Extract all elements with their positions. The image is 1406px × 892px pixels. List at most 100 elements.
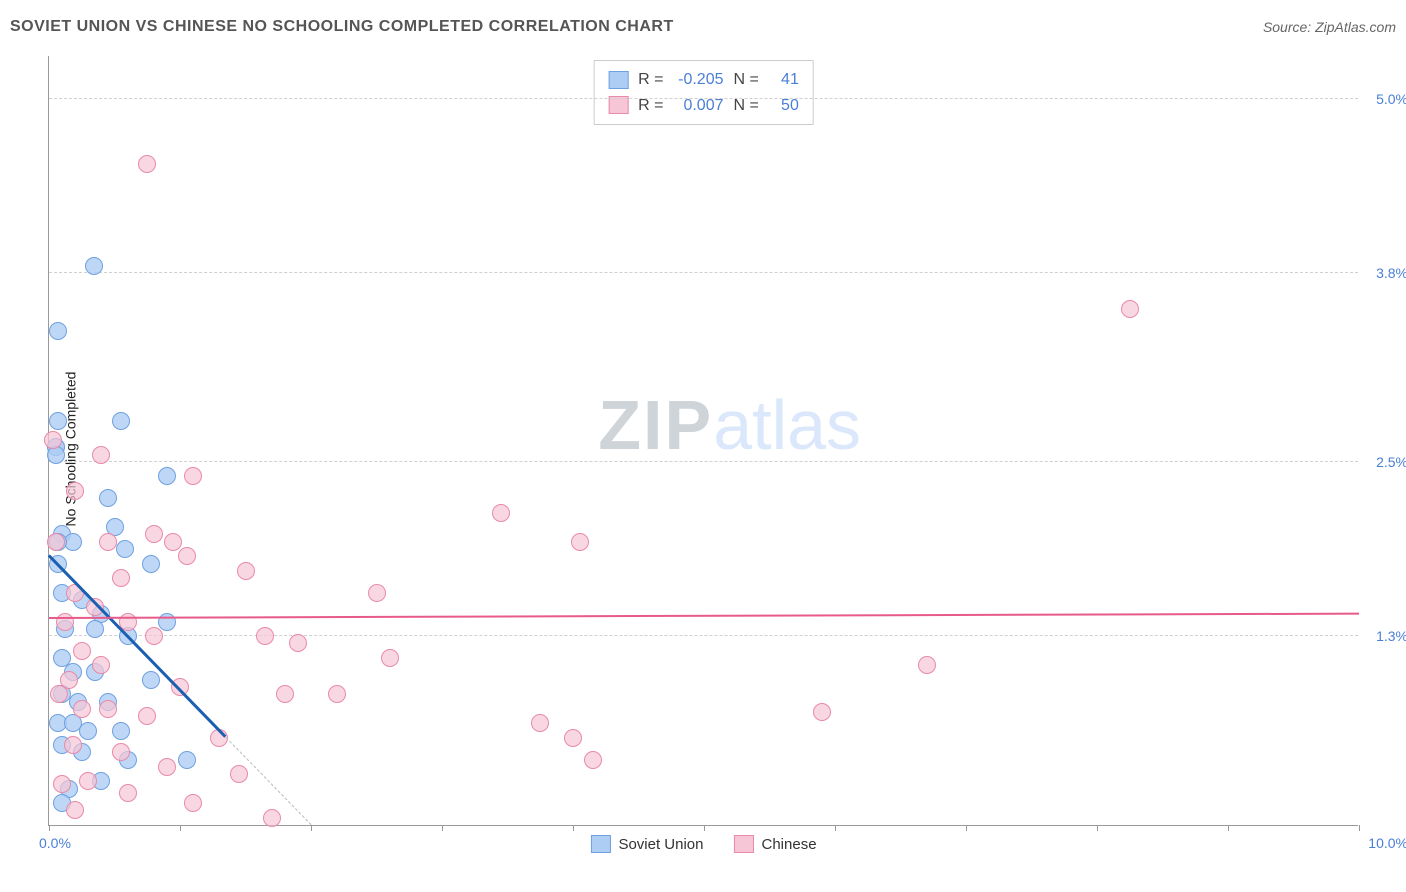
chart-plot-area: No Schooling Completed ZIPatlas R =-0.20…	[48, 56, 1358, 826]
scatter-point	[145, 627, 163, 645]
scatter-point	[50, 685, 68, 703]
scatter-point	[256, 627, 274, 645]
watermark: ZIPatlas	[598, 385, 861, 465]
scatter-point	[99, 489, 117, 507]
x-tick-mark	[835, 825, 836, 831]
scatter-point	[79, 772, 97, 790]
x-tick-mark	[442, 825, 443, 831]
x-tick-mark	[1359, 825, 1360, 831]
gridline	[49, 461, 1358, 462]
scatter-point	[85, 257, 103, 275]
legend-swatch	[734, 835, 754, 853]
y-tick-label: 3.8%	[1376, 265, 1406, 281]
scatter-point	[564, 729, 582, 747]
scatter-point	[73, 700, 91, 718]
scatter-point	[47, 533, 65, 551]
scatter-point	[368, 584, 386, 602]
scatter-point	[178, 547, 196, 565]
scatter-point	[145, 525, 163, 543]
r-value: 0.007	[674, 93, 724, 119]
scatter-point	[263, 809, 281, 827]
scatter-point	[66, 482, 84, 500]
scatter-point	[158, 467, 176, 485]
trend-line	[49, 612, 1359, 618]
scatter-point	[813, 703, 831, 721]
scatter-point	[289, 634, 307, 652]
chart-title: SOVIET UNION VS CHINESE NO SCHOOLING COM…	[10, 18, 674, 36]
scatter-point	[92, 446, 110, 464]
scatter-point	[44, 431, 62, 449]
chart-header: SOVIET UNION VS CHINESE NO SCHOOLING COM…	[10, 18, 1396, 36]
x-tick-mark	[1097, 825, 1098, 831]
legend-item: Soviet Union	[590, 835, 703, 853]
scatter-point	[571, 533, 589, 551]
scatter-point	[138, 707, 156, 725]
scatter-point	[158, 613, 176, 631]
stats-legend-box: R =-0.205N =41R =0.007N =50	[593, 60, 814, 125]
x-tick-label-right: 10.0%	[1368, 835, 1406, 851]
gridline	[49, 98, 1358, 99]
scatter-point	[584, 751, 602, 769]
x-tick-mark	[704, 825, 705, 831]
scatter-point	[92, 656, 110, 674]
scatter-point	[53, 775, 71, 793]
legend-label: Chinese	[762, 836, 817, 853]
legend-swatch	[590, 835, 610, 853]
scatter-point	[178, 751, 196, 769]
scatter-point	[1121, 300, 1139, 318]
legend-label: Soviet Union	[618, 836, 703, 853]
scatter-point	[86, 620, 104, 638]
n-value: 50	[769, 93, 799, 119]
n-label: N =	[734, 67, 759, 93]
scatter-point	[184, 467, 202, 485]
watermark-part1: ZIP	[598, 386, 713, 464]
legend-swatch	[608, 71, 628, 89]
watermark-part2: atlas	[713, 386, 861, 464]
r-label: R =	[638, 93, 663, 119]
scatter-point	[230, 765, 248, 783]
scatter-point	[138, 155, 156, 173]
y-tick-label: 1.3%	[1376, 628, 1406, 644]
scatter-point	[164, 533, 182, 551]
gridline	[49, 272, 1358, 273]
x-tick-mark	[49, 825, 50, 831]
scatter-point	[531, 714, 549, 732]
scatter-point	[49, 322, 67, 340]
scatter-point	[116, 540, 134, 558]
scatter-point	[142, 555, 160, 573]
scatter-point	[56, 613, 74, 631]
y-axis-label: No Schooling Completed	[62, 371, 78, 526]
gridline	[49, 635, 1358, 636]
scatter-point	[66, 801, 84, 819]
n-label: N =	[734, 93, 759, 119]
y-tick-label: 2.5%	[1376, 454, 1406, 470]
scatter-point	[49, 412, 67, 430]
scatter-point	[99, 700, 117, 718]
scatter-point	[492, 504, 510, 522]
scatter-point	[381, 649, 399, 667]
scatter-point	[237, 562, 255, 580]
x-tick-label-left: 0.0%	[39, 835, 71, 851]
scatter-point	[142, 671, 160, 689]
scatter-point	[112, 569, 130, 587]
scatter-point	[99, 533, 117, 551]
scatter-point	[64, 736, 82, 754]
stats-row: R =-0.205N =41	[608, 67, 799, 93]
n-value: 41	[769, 67, 799, 93]
r-label: R =	[638, 67, 663, 93]
legend-item: Chinese	[734, 835, 817, 853]
x-tick-mark	[180, 825, 181, 831]
x-tick-mark	[573, 825, 574, 831]
scatter-point	[73, 642, 91, 660]
scatter-point	[276, 685, 294, 703]
chart-source: Source: ZipAtlas.com	[1263, 19, 1396, 35]
x-tick-mark	[966, 825, 967, 831]
scatter-point	[328, 685, 346, 703]
legend-swatch	[608, 96, 628, 114]
x-tick-mark	[1228, 825, 1229, 831]
stats-row: R = 0.007 N = 50	[608, 93, 799, 119]
x-tick-mark	[311, 825, 312, 831]
scatter-point	[112, 743, 130, 761]
series-legend: Soviet Union Chinese	[590, 835, 816, 853]
scatter-point	[158, 758, 176, 776]
